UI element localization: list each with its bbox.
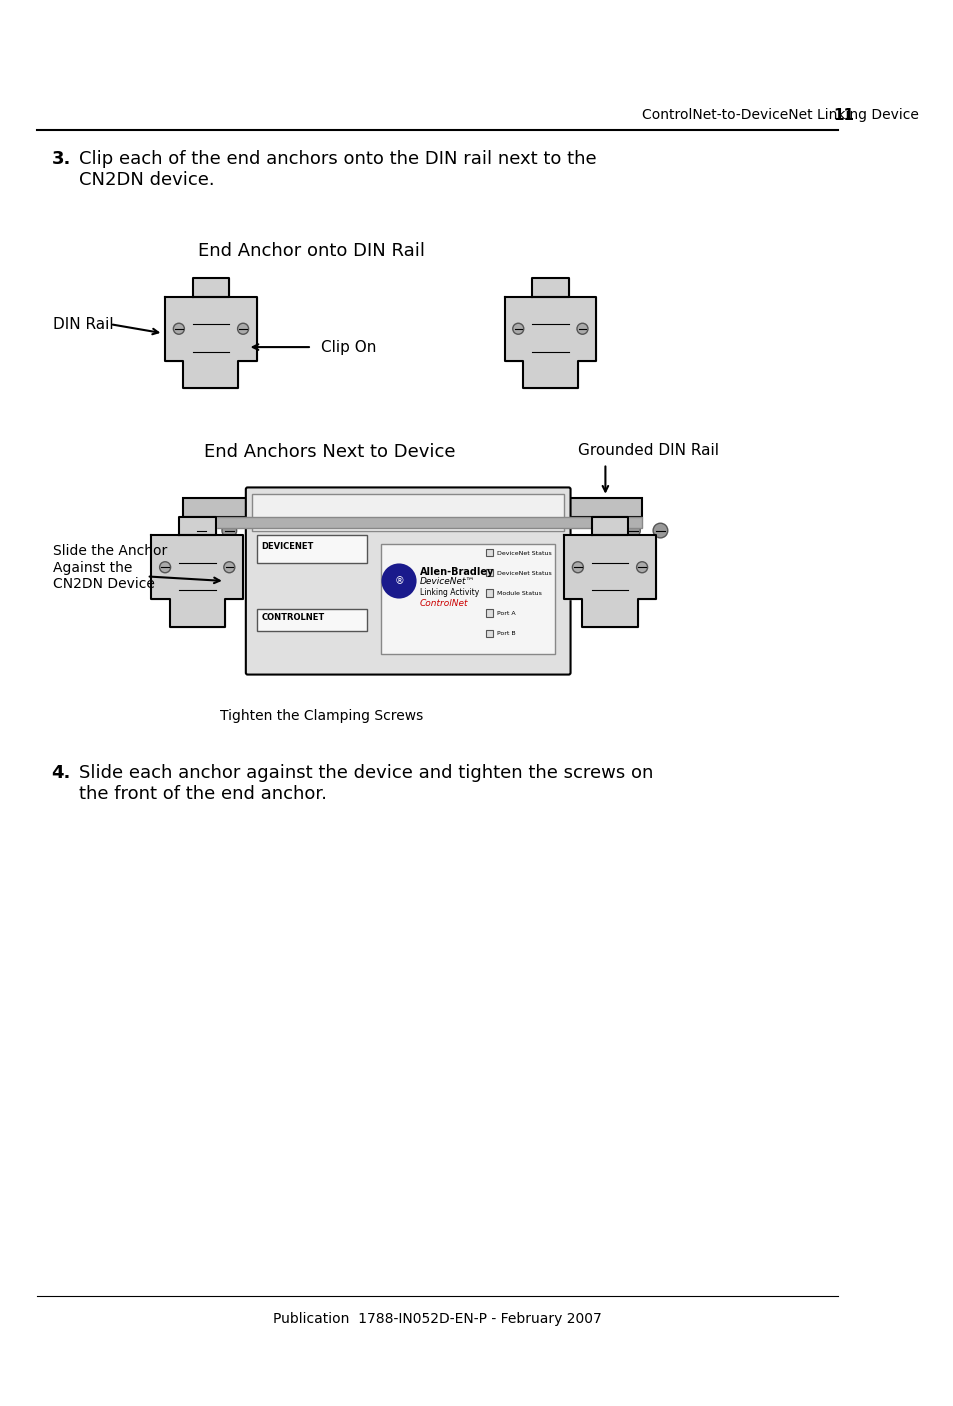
Text: DeviceNet Status: DeviceNet Status (497, 571, 552, 576)
Polygon shape (152, 536, 243, 627)
Bar (486, 609, 493, 617)
Circle shape (625, 523, 639, 538)
Circle shape (382, 564, 416, 598)
Text: Tighten the Clamping Screws: Tighten the Clamping Screws (220, 710, 423, 724)
Text: Allen-Bradley: Allen-Bradley (419, 567, 494, 578)
Text: DEVICENET: DEVICENET (261, 541, 314, 551)
Text: Clip On: Clip On (321, 340, 376, 354)
Text: DeviceNet Status: DeviceNet Status (497, 551, 552, 555)
Polygon shape (165, 297, 256, 388)
Polygon shape (532, 278, 568, 297)
Text: DIN Rail: DIN Rail (53, 316, 113, 332)
Text: ControlNet-to-DeviceNet Linking Device: ControlNet-to-DeviceNet Linking Device (641, 108, 918, 122)
Text: Slide the Anchor
Against the
CN2DN Device: Slide the Anchor Against the CN2DN Devic… (53, 544, 168, 591)
Circle shape (159, 562, 171, 572)
Bar (486, 589, 493, 596)
Circle shape (653, 523, 667, 538)
Polygon shape (591, 517, 628, 536)
Text: Clip each of the end anchors onto the DIN rail next to the
CN2DN device.: Clip each of the end anchors onto the DI… (79, 150, 596, 188)
Circle shape (512, 323, 523, 335)
Bar (380, 544, 555, 654)
Text: 4.: 4. (51, 765, 71, 783)
Bar (183, 517, 641, 527)
Text: ®: ® (394, 576, 403, 586)
Bar (486, 569, 493, 576)
Text: ControlNet: ControlNet (419, 599, 468, 609)
Text: DeviceNet™: DeviceNet™ (419, 578, 476, 586)
Bar (252, 494, 563, 530)
Circle shape (636, 562, 647, 572)
Text: End Anchor onto DIN Rail: End Anchor onto DIN Rail (198, 242, 425, 260)
Bar (486, 548, 493, 557)
Circle shape (224, 562, 234, 572)
Text: Publication  1788-IN052D-EN-P - February 2007: Publication 1788-IN052D-EN-P - February … (273, 1312, 601, 1326)
Circle shape (237, 323, 249, 335)
Circle shape (222, 523, 236, 538)
Text: Port B: Port B (497, 631, 516, 637)
Circle shape (173, 323, 184, 335)
Text: End Anchors Next to Device: End Anchors Next to Device (204, 443, 456, 461)
Bar (256, 609, 367, 631)
Polygon shape (563, 536, 655, 627)
Text: Module Status: Module Status (497, 591, 541, 596)
Bar (183, 499, 641, 517)
Text: Grounded DIN Rail: Grounded DIN Rail (578, 443, 719, 458)
Circle shape (194, 523, 209, 538)
Text: 11: 11 (832, 107, 853, 122)
Polygon shape (504, 297, 596, 388)
Text: Port A: Port A (497, 612, 516, 616)
Polygon shape (193, 278, 229, 297)
Polygon shape (178, 517, 215, 536)
Text: CONTROLNET: CONTROLNET (261, 613, 324, 621)
Bar (486, 630, 493, 637)
Bar (256, 536, 367, 562)
Text: Slide each anchor against the device and tighten the screws on
the front of the : Slide each anchor against the device and… (79, 765, 653, 803)
Text: 3.: 3. (51, 150, 71, 167)
FancyBboxPatch shape (246, 488, 570, 675)
Circle shape (572, 562, 583, 572)
Text: Linking Activity: Linking Activity (419, 588, 478, 598)
Circle shape (577, 323, 587, 335)
